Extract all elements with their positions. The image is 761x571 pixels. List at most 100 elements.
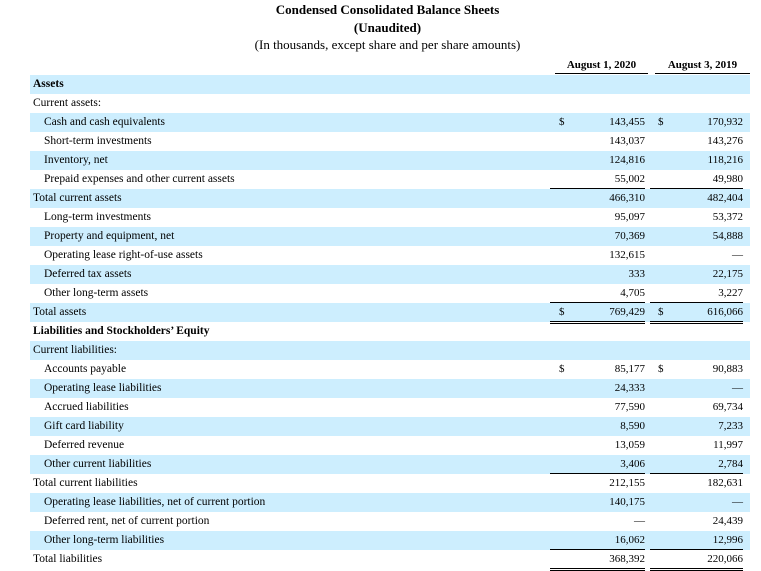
dollar-sign: $ xyxy=(559,363,565,375)
row-label: Operating lease right-of-use assets xyxy=(44,249,203,261)
value-2020: 13,059 xyxy=(614,439,645,451)
value-2020: 77,590 xyxy=(614,401,645,413)
value-2019: 24,439 xyxy=(712,515,743,527)
row-label: Liabilities and Stockholders’ Equity xyxy=(33,325,210,337)
row-label: Accrued liabilities xyxy=(44,401,129,413)
value-2020: 95,097 xyxy=(614,211,645,223)
table-row: Operating lease liabilities, net of curr… xyxy=(30,493,750,512)
row-label: Inventory, net xyxy=(44,154,108,166)
table-row: Property and equipment, net 70,369 54,888 xyxy=(30,227,750,246)
value-2019: 482,404 xyxy=(707,192,743,204)
row-label: Deferred tax assets xyxy=(44,268,132,280)
value-2020: 212,155 xyxy=(609,477,645,489)
value-2020: 143,037 xyxy=(609,135,645,147)
row-label: Other long-term liabilities xyxy=(44,534,165,546)
header: Condensed Consolidated Balance Sheets (U… xyxy=(0,0,761,54)
table-row: Deferred revenue 13,059 11,997 xyxy=(30,436,750,455)
value-2019: 7,233 xyxy=(718,420,743,432)
table-row: Deferred rent, net of current portion — 24… xyxy=(30,512,750,531)
value-2020: — xyxy=(634,515,645,527)
table-row: Cash and cash equivalents $ $143,455 170,93… xyxy=(30,113,750,132)
row-label: Accounts payable xyxy=(44,363,127,375)
row-label: Short-term investments xyxy=(44,135,152,147)
table-row: Operating lease liabilities 24,333 — xyxy=(30,379,750,398)
table-row: Inventory, net 124,816 118,216 xyxy=(30,151,750,170)
value-2019: 143,276 xyxy=(707,135,743,147)
value-2020: 124,816 xyxy=(609,154,645,166)
value-2019: — xyxy=(732,382,743,394)
value-2020: 769,429 xyxy=(550,303,645,324)
table-row: Other long-term assets 4,705 3,227 xyxy=(30,284,750,303)
row-label: Gift card liability xyxy=(44,420,124,432)
value-2020: 70,369 xyxy=(614,230,645,242)
table-row: Accounts payable $ $85,177 90,883 xyxy=(30,360,750,379)
row-label: Deferred rent, net of current portion xyxy=(44,515,210,527)
page-title: Condensed Consolidated Balance Sheets xyxy=(275,2,500,17)
row-label: Long-term investments xyxy=(44,211,151,223)
row-label: Total assets xyxy=(33,306,87,318)
table-row: Total liabilities 368,392 220,066 xyxy=(30,550,750,571)
row-label: Cash and cash equivalents xyxy=(44,116,166,128)
value-2019: 3,227 xyxy=(650,284,743,303)
table-row: Prepaid expenses and other current asset… xyxy=(30,170,750,189)
value-2019: 2,784 xyxy=(650,455,743,474)
row-label: Deferred revenue xyxy=(44,439,125,451)
row-label: Other current liabilities xyxy=(44,458,152,470)
value-2019: 54,888 xyxy=(712,230,743,242)
value-2019: — xyxy=(732,249,743,261)
table-row: Total assets $ $769,429 616,066 xyxy=(30,303,750,324)
value-2019: 53,372 xyxy=(712,211,743,223)
balance-sheet-table: Assets Current assets: Cash and cash equiv… xyxy=(30,75,750,571)
table-row: Current assets: xyxy=(30,94,750,113)
value-2020: 132,615 xyxy=(609,249,645,261)
value-2019: 118,216 xyxy=(707,154,743,166)
row-label: Total current liabilities xyxy=(33,477,138,489)
dollar-sign: $ xyxy=(559,116,565,128)
row-label: Total current assets xyxy=(33,192,122,204)
dollar-sign: $ xyxy=(658,363,664,375)
column-header-2020: August 1, 2020 xyxy=(555,59,648,74)
value-2020: 85,177 xyxy=(614,363,645,375)
value-2020: 8,590 xyxy=(620,420,645,432)
value-2019: — xyxy=(732,496,743,508)
value-2020: 4,705 xyxy=(550,284,645,303)
subtitle: (Unaudited) xyxy=(353,20,422,35)
value-2019: 49,980 xyxy=(650,170,743,189)
value-2019: 12,996 xyxy=(650,531,743,550)
value-2020: 24,333 xyxy=(614,382,645,394)
value-2020: 3,406 xyxy=(550,455,645,474)
table-row: Other long-term liabilities 16,062 12,996 xyxy=(30,531,750,550)
units-note: (In thousands, except share and per shar… xyxy=(254,37,521,52)
table-row: Long-term investments 95,097 53,372 xyxy=(30,208,750,227)
row-label: Current liabilities: xyxy=(33,344,117,356)
row-label: Property and equipment, net xyxy=(44,230,175,242)
value-2020: 16,062 xyxy=(550,531,645,550)
column-header-2019: August 3, 2019 xyxy=(655,59,750,74)
table-row: Deferred tax assets 333 22,175 xyxy=(30,265,750,284)
table-row: Other current liabilities 3,406 2,784 xyxy=(30,455,750,474)
table-row: Gift card liability 8,590 7,233 xyxy=(30,417,750,436)
value-2019: 616,066 xyxy=(650,303,743,324)
table-row: Short-term investments 143,037 143,276 xyxy=(30,132,750,151)
row-label: Assets xyxy=(33,78,64,90)
table-row: Total current liabilities 212,155 182,631 xyxy=(30,474,750,493)
value-2020: 55,002 xyxy=(550,170,645,189)
table-row: Total current assets 466,310 482,404 xyxy=(30,189,750,208)
dollar-sign: $ xyxy=(658,116,664,128)
value-2019: 182,631 xyxy=(707,477,743,489)
table-row: Current liabilities: xyxy=(30,341,750,360)
value-2020: 140,175 xyxy=(609,496,645,508)
value-2020: 466,310 xyxy=(609,192,645,204)
value-2019: 170,932 xyxy=(707,116,743,128)
table-row: Accrued liabilities 77,590 69,734 xyxy=(30,398,750,417)
table-row: Assets xyxy=(30,75,750,94)
dollar-sign: $ xyxy=(658,306,664,318)
row-label: Other long-term assets xyxy=(44,287,149,299)
dollar-sign: $ xyxy=(559,306,565,318)
table-row: Operating lease right-of-use assets 132,6… xyxy=(30,246,750,265)
row-label: Operating lease liabilities, net of curr… xyxy=(44,496,266,508)
row-label: Operating lease liabilities xyxy=(44,382,162,394)
table-row: Liabilities and Stockholders’ Equity xyxy=(30,322,750,341)
value-2019: 22,175 xyxy=(712,268,743,280)
value-2019: 69,734 xyxy=(712,401,743,413)
